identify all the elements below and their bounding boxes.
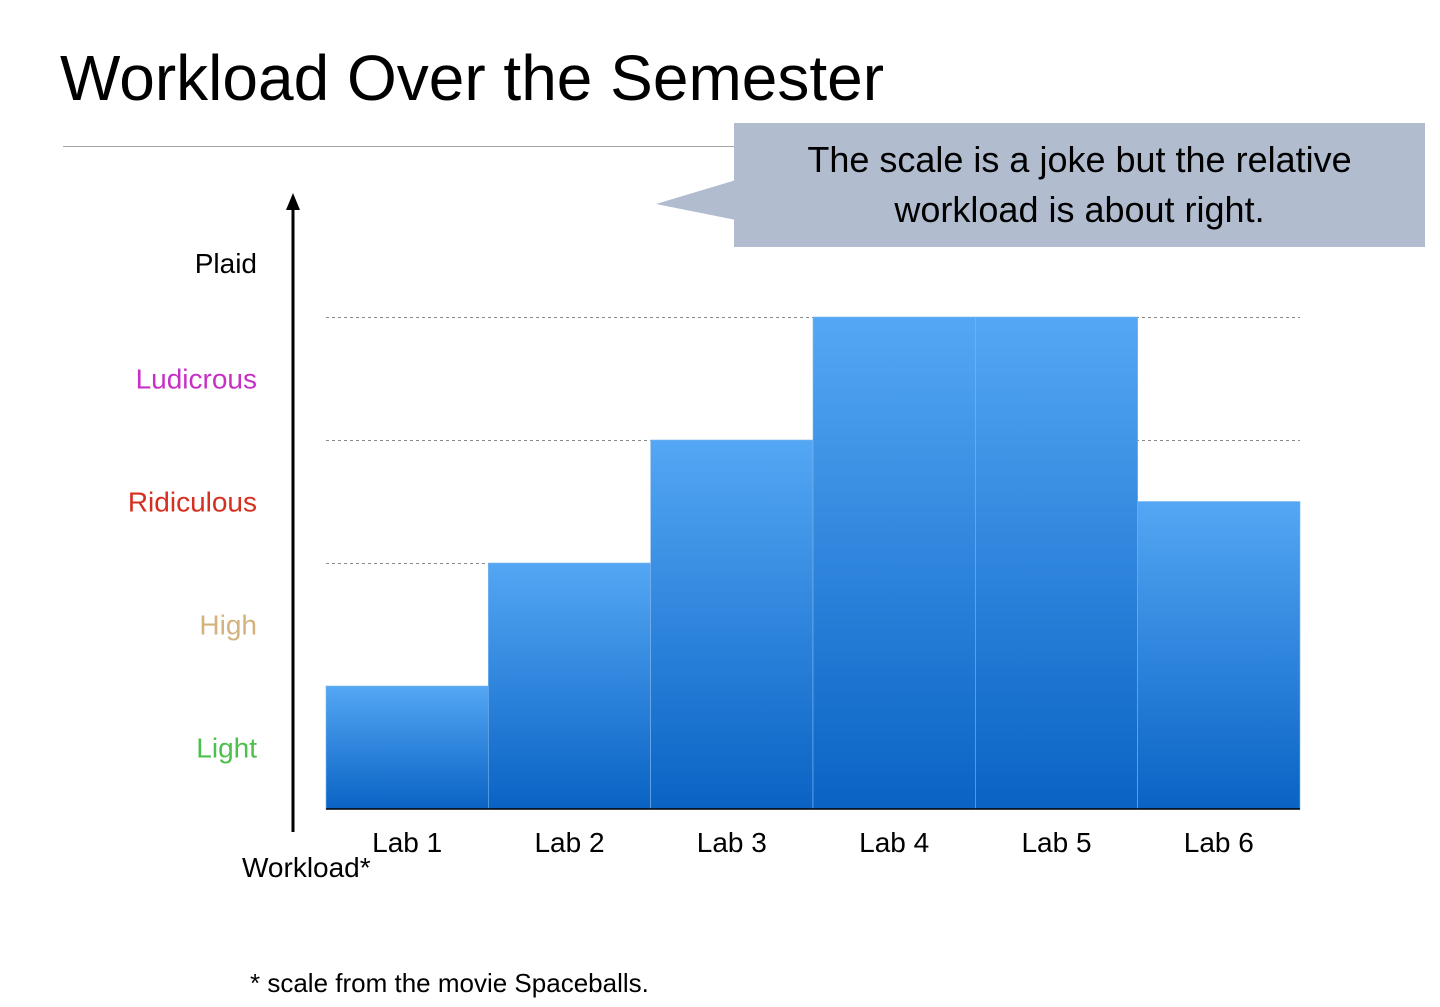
y-level-label-ludicrous: Ludicrous <box>136 364 257 395</box>
x-tick-label: Lab 1 <box>372 827 442 858</box>
x-tick-label: Lab 2 <box>534 827 604 858</box>
bar-lab-2 <box>488 562 651 810</box>
x-tick-label: Lab 4 <box>859 827 929 858</box>
bar-lab-3 <box>650 439 814 810</box>
bar-lab-5 <box>975 316 1138 810</box>
x-tick-label: Lab 6 <box>1184 827 1254 858</box>
page-title: Workload Over the Semester <box>60 42 885 114</box>
y-level-label-high: High <box>199 610 257 641</box>
title-divider <box>63 146 743 147</box>
y-level-label-plaid: Plaid <box>195 248 257 279</box>
bars <box>325 316 1301 810</box>
y-level-label-light: Light <box>196 733 257 764</box>
axes <box>286 193 1300 832</box>
y-axis-arrowhead <box>286 193 300 210</box>
y-level-label-ridiculous: Ridiculous <box>128 487 257 518</box>
x-tick-label: Lab 3 <box>697 827 767 858</box>
callout-text: The scale is a joke but the relative wor… <box>807 139 1352 230</box>
x-tick-label: Lab 5 <box>1021 827 1091 858</box>
bar-lab-6 <box>1137 501 1301 810</box>
callout-tail <box>656 180 736 220</box>
y-tick-labels: Light High Ridiculous Ludicrous Plaid <box>128 248 257 764</box>
x-tick-labels: Lab 1 Lab 2 Lab 3 Lab 4 Lab 5 Lab 6 <box>372 827 1254 858</box>
bar-lab-1 <box>325 685 489 810</box>
footnote: * scale from the movie Spaceballs. <box>250 968 649 998</box>
callout-box: The scale is a joke but the relative wor… <box>734 123 1425 247</box>
y-axis-label: Workload* <box>242 852 371 883</box>
bar-lab-4 <box>812 316 976 810</box>
